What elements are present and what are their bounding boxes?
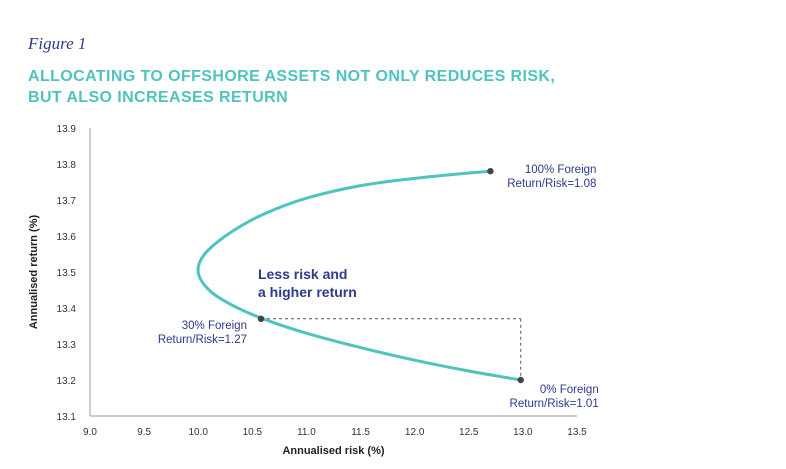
callout-line-1: Less risk and: [258, 266, 348, 282]
point-label-line-1: 30% Foreign: [182, 320, 247, 332]
x-tick-label: 13.5: [567, 427, 587, 438]
x-tick-labels: 9.0 9.5 10.0 10.5 11.0 11.5 12.0 12.5 13.0 13.5: [83, 427, 587, 438]
y-tick-label: 13.9: [57, 124, 77, 135]
chart-title-line-2: BUT ALSO INCREASES RETURN: [28, 89, 289, 106]
figure-label: Figure 1: [28, 34, 87, 53]
point-label-line-2: Return/Risk=1.08: [507, 178, 596, 190]
chart-title-line-1: ALLOCATING TO OFFSHORE ASSETS NOT ONLY R…: [28, 68, 556, 85]
efficient-frontier-curve: [196, 169, 523, 382]
y-axis-title: Annualised return (%): [28, 215, 40, 330]
y-tick-label: 13.4: [57, 304, 77, 315]
x-tick-label: 12.5: [459, 427, 479, 438]
callout-line-2: a higher return: [258, 284, 357, 300]
y-tick-label: 13.1: [57, 412, 77, 423]
point-label-line-2: Return/Risk=1.27: [158, 334, 247, 346]
point-marker: [517, 376, 524, 384]
point-label-line-1: 100% Foreign: [525, 164, 597, 176]
point-annotations: 100% Foreign Return/Risk=1.08 30% Foreign R…: [158, 164, 599, 410]
point-marker: [257, 315, 265, 322]
x-tick-label: 9.0: [83, 427, 97, 438]
y-tick-labels: 13.1 13.2 13.3 13.4 13.5 13.6 13.7 13.8 13.9: [57, 124, 77, 423]
point-label-line-2: Return/Risk=1.01: [510, 398, 599, 410]
chart-axes: [89, 128, 577, 417]
x-tick-label: 10.5: [243, 427, 263, 438]
x-tick-label: 13.0: [513, 427, 533, 438]
callout-text: Less risk and a higher return: [258, 266, 357, 300]
x-tick-label: 11.0: [297, 427, 316, 438]
x-axis-title: Annualised risk (%): [282, 445, 384, 457]
x-tick-label: 12.0: [405, 427, 425, 438]
y-tick-label: 13.6: [57, 232, 77, 243]
y-tick-label: 13.7: [57, 196, 77, 207]
chart-title: ALLOCATING TO OFFSHORE ASSETS NOT ONLY R…: [28, 66, 648, 108]
x-tick-label: 9.5: [137, 427, 151, 438]
point-marker: [487, 168, 494, 175]
x-tick-label: 10.0: [188, 427, 208, 438]
point-label-line-1: 0% Foreign: [540, 384, 599, 396]
y-tick-label: 13.3: [57, 340, 77, 351]
x-tick-label: 11.5: [351, 427, 370, 438]
y-tick-label: 13.5: [57, 268, 77, 279]
point-markers: [257, 168, 524, 384]
y-tick-label: 13.2: [57, 376, 77, 387]
y-tick-label: 13.8: [57, 160, 77, 171]
